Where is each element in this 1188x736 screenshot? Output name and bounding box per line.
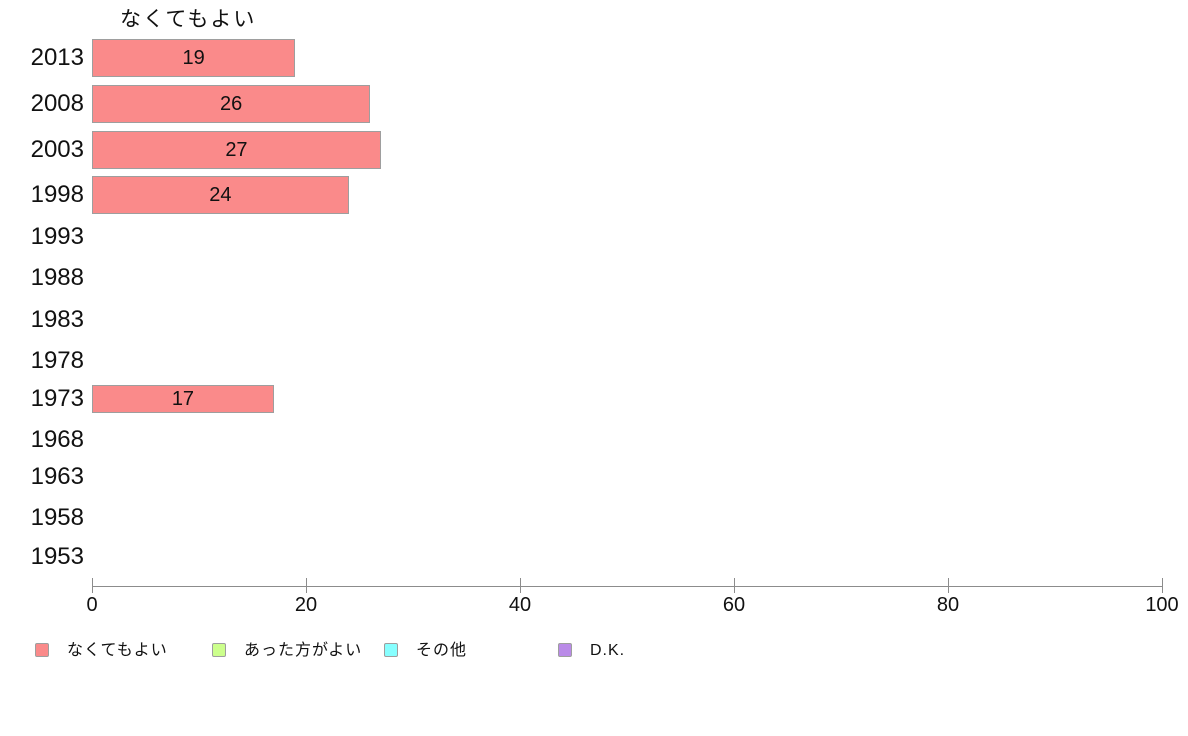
bar-value-label: 17 [171,388,195,410]
bar-value-label: 19 [182,47,205,69]
bar-value-label: 26 [219,93,243,115]
x-axis-tick [92,578,93,593]
x-axis-tick [306,578,307,593]
y-axis-label: 1988 [30,264,84,291]
bar-2003 [92,131,381,169]
legend-label: その他 [416,642,468,659]
bar-1973 [92,385,274,413]
bar-value-label: 24 [209,184,232,206]
x-axis-line [92,586,1162,587]
x-axis-tick-label: 0 [86,594,98,616]
legend-swatch [558,643,572,657]
chart-title: なくてもよい [120,8,257,31]
x-axis-tick [734,578,735,593]
legend-swatch [212,643,226,657]
x-axis-tick-label: 60 [722,594,746,616]
legend-label: なくてもよい [67,642,168,659]
legend-swatch [384,643,398,657]
y-axis-label: 1968 [30,426,84,453]
legend-swatch [35,643,49,657]
x-axis-tick-label: 100 [1145,594,1179,616]
y-axis-label: 1953 [30,543,84,570]
legend-label: D.K. [590,642,626,659]
bar-2013 [92,39,296,77]
legend-label: あった方がよい [244,642,363,659]
bar-1998 [92,176,349,214]
x-axis-tick-label: 40 [508,594,532,616]
y-axis-label: 1963 [30,463,84,490]
x-axis-tick-label: 80 [936,594,960,616]
bar-value-label: 27 [225,139,248,161]
y-axis-label: 1973 [30,385,84,412]
y-axis-label: 1978 [30,347,84,374]
y-axis-label: 1958 [30,504,84,531]
y-axis-label: 1998 [30,181,84,208]
y-axis-label: 1983 [30,306,84,333]
x-axis-tick-label: 20 [294,594,318,616]
y-axis-label: 1993 [30,223,84,250]
y-axis-label: 2003 [30,136,84,163]
x-axis-tick [948,578,949,593]
y-axis-label: 2008 [30,90,84,117]
x-axis-tick [520,578,521,593]
x-axis-tick [1162,578,1163,593]
y-axis-label: 2013 [30,44,84,71]
bar-2008 [92,85,371,123]
